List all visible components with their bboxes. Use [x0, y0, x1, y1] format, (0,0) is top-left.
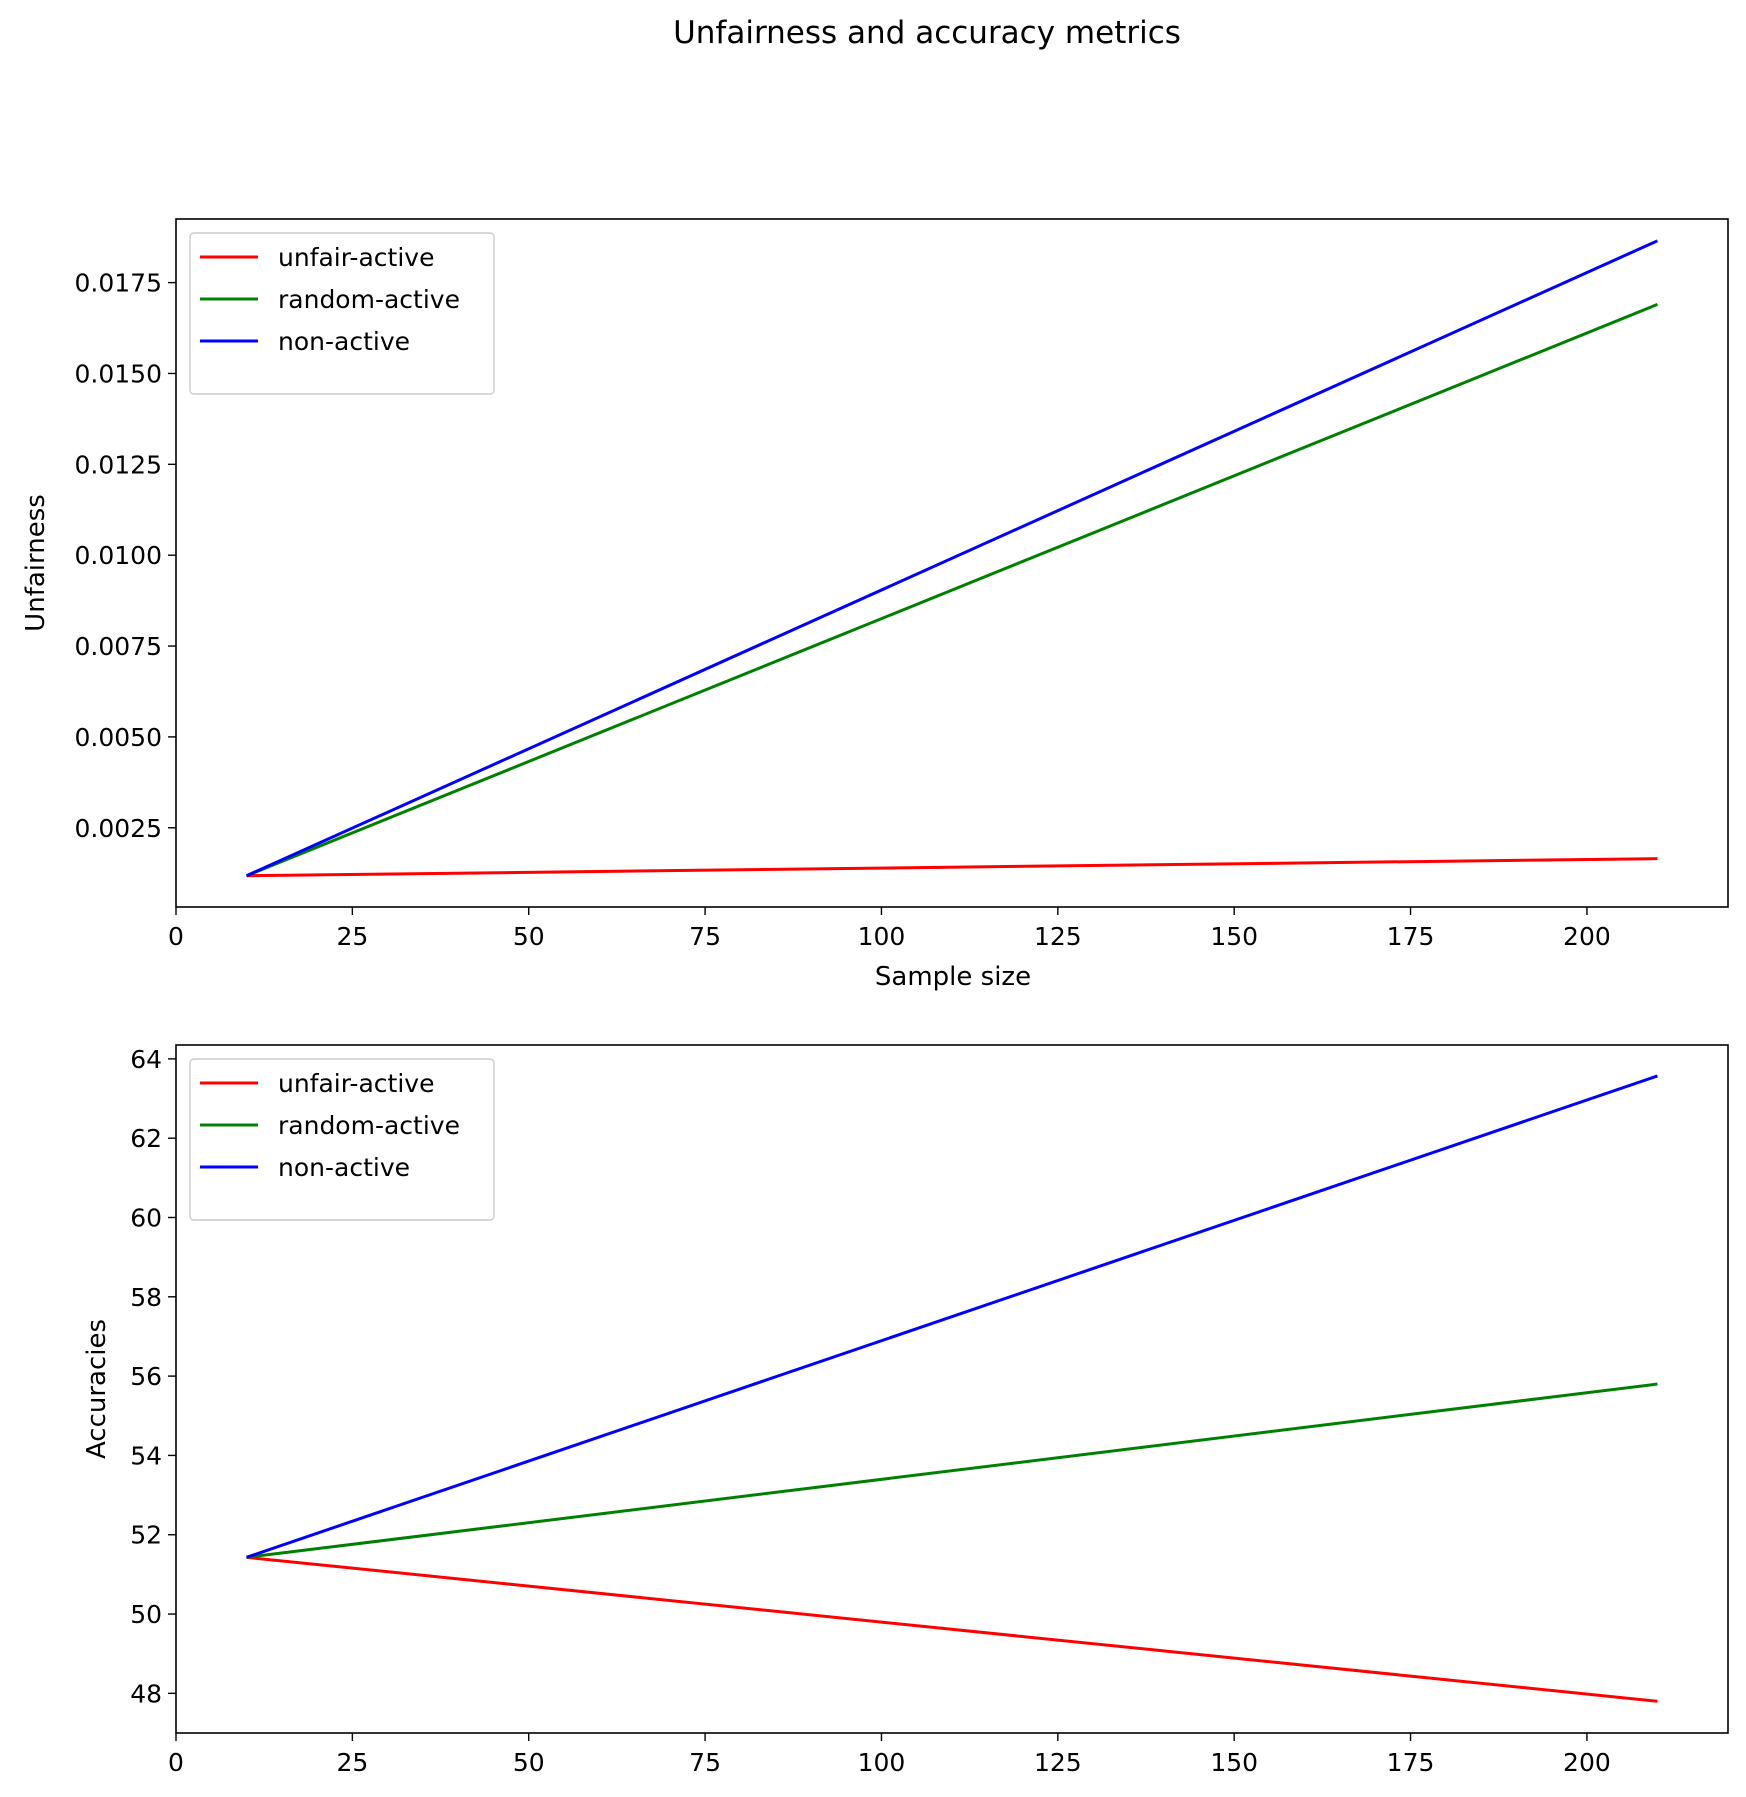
y-tick-label: 62	[130, 1124, 162, 1153]
x-tick-label: 25	[336, 1748, 368, 1777]
x-tick-label: 150	[1210, 922, 1258, 951]
x-tick-label: 100	[858, 1748, 906, 1777]
y-tick-label: 0.0150	[75, 359, 162, 388]
x-tick-label: 150	[1210, 1748, 1258, 1777]
x-tick-label: 75	[689, 1748, 721, 1777]
legend-label-non-active: non-active	[278, 327, 410, 356]
y-tick-label: 0.0100	[75, 541, 162, 570]
x-tick-label: 0	[168, 922, 184, 951]
x-tick-label: 0	[168, 1748, 184, 1777]
x-tick-label: 200	[1563, 922, 1611, 951]
x-tick-label: 25	[336, 922, 368, 951]
y-tick-label: 54	[130, 1441, 162, 1470]
y-tick-label: 64	[130, 1045, 162, 1074]
y-tick-label: 48	[130, 1679, 162, 1708]
x-tick-label: 50	[513, 922, 545, 951]
legend-label-non-active: non-active	[278, 1153, 410, 1182]
legend-label-unfair-active: unfair-active	[278, 243, 434, 272]
plot-area-frame	[175, 218, 1729, 908]
series-line-unfair-active	[246, 857, 1658, 878]
series-line-random-active	[246, 1382, 1658, 1559]
series-line-non-active	[246, 1074, 1658, 1559]
y-tick-label: 50	[130, 1600, 162, 1629]
x-tick-label: 100	[858, 922, 906, 951]
x-axis-label: Sample size	[875, 962, 1031, 992]
y-axis-label: Accuracies	[82, 1319, 112, 1459]
y-tick-label: 0.0025	[75, 814, 162, 843]
x-tick-label: 175	[1387, 1748, 1435, 1777]
y-tick-label: 0.0050	[75, 723, 162, 752]
y-tick-label: 0.0175	[75, 269, 162, 298]
legend-box	[189, 1058, 495, 1221]
y-tick-label: 0.0075	[75, 632, 162, 661]
y-tick-label: 52	[130, 1521, 162, 1550]
y-tick-label: 0.0125	[75, 450, 162, 479]
y-axis-label: Unfairness	[21, 494, 51, 632]
chart-panel-1: 0 25 50 75 100 125 150 175 200 0.0025 0.0050 0.0075…	[21, 218, 1729, 992]
x-tick-label: 200	[1563, 1748, 1611, 1777]
y-tick-label: 60	[130, 1203, 162, 1232]
legend: unfair-active random-active non-active	[189, 232, 495, 395]
x-tick-label: 50	[513, 1748, 545, 1777]
legend: unfair-active random-active non-active	[189, 1058, 495, 1221]
figure-title: Unfairness and accuracy metrics	[673, 15, 1181, 51]
x-tick-label: 75	[689, 922, 721, 951]
y-tick-label: 58	[130, 1283, 162, 1312]
series-line-random-active	[245, 303, 1659, 878]
series-line-unfair-active	[246, 1555, 1658, 1703]
series-line-non-active	[245, 239, 1659, 878]
x-tick-label: 125	[1034, 922, 1082, 951]
y-tick-label: 56	[130, 1362, 162, 1391]
x-tick-label: 125	[1034, 1748, 1082, 1777]
plot-area-frame	[175, 1044, 1729, 1734]
legend-box	[189, 232, 495, 395]
legend-label-unfair-active: unfair-active	[278, 1069, 434, 1098]
legend-label-random-active: random-active	[278, 285, 460, 314]
chart-panel-2: 0 25 50 75 100 125 150 175 200 48 50 52 54 56 58 60 62 64…	[82, 1044, 1729, 1777]
x-tick-label: 175	[1387, 922, 1435, 951]
chart-panels: 0 25 50 75 100 125 150 175 200 0.0025 0.0050 0.0075…	[21, 218, 1729, 1777]
legend-label-random-active: random-active	[278, 1111, 460, 1140]
